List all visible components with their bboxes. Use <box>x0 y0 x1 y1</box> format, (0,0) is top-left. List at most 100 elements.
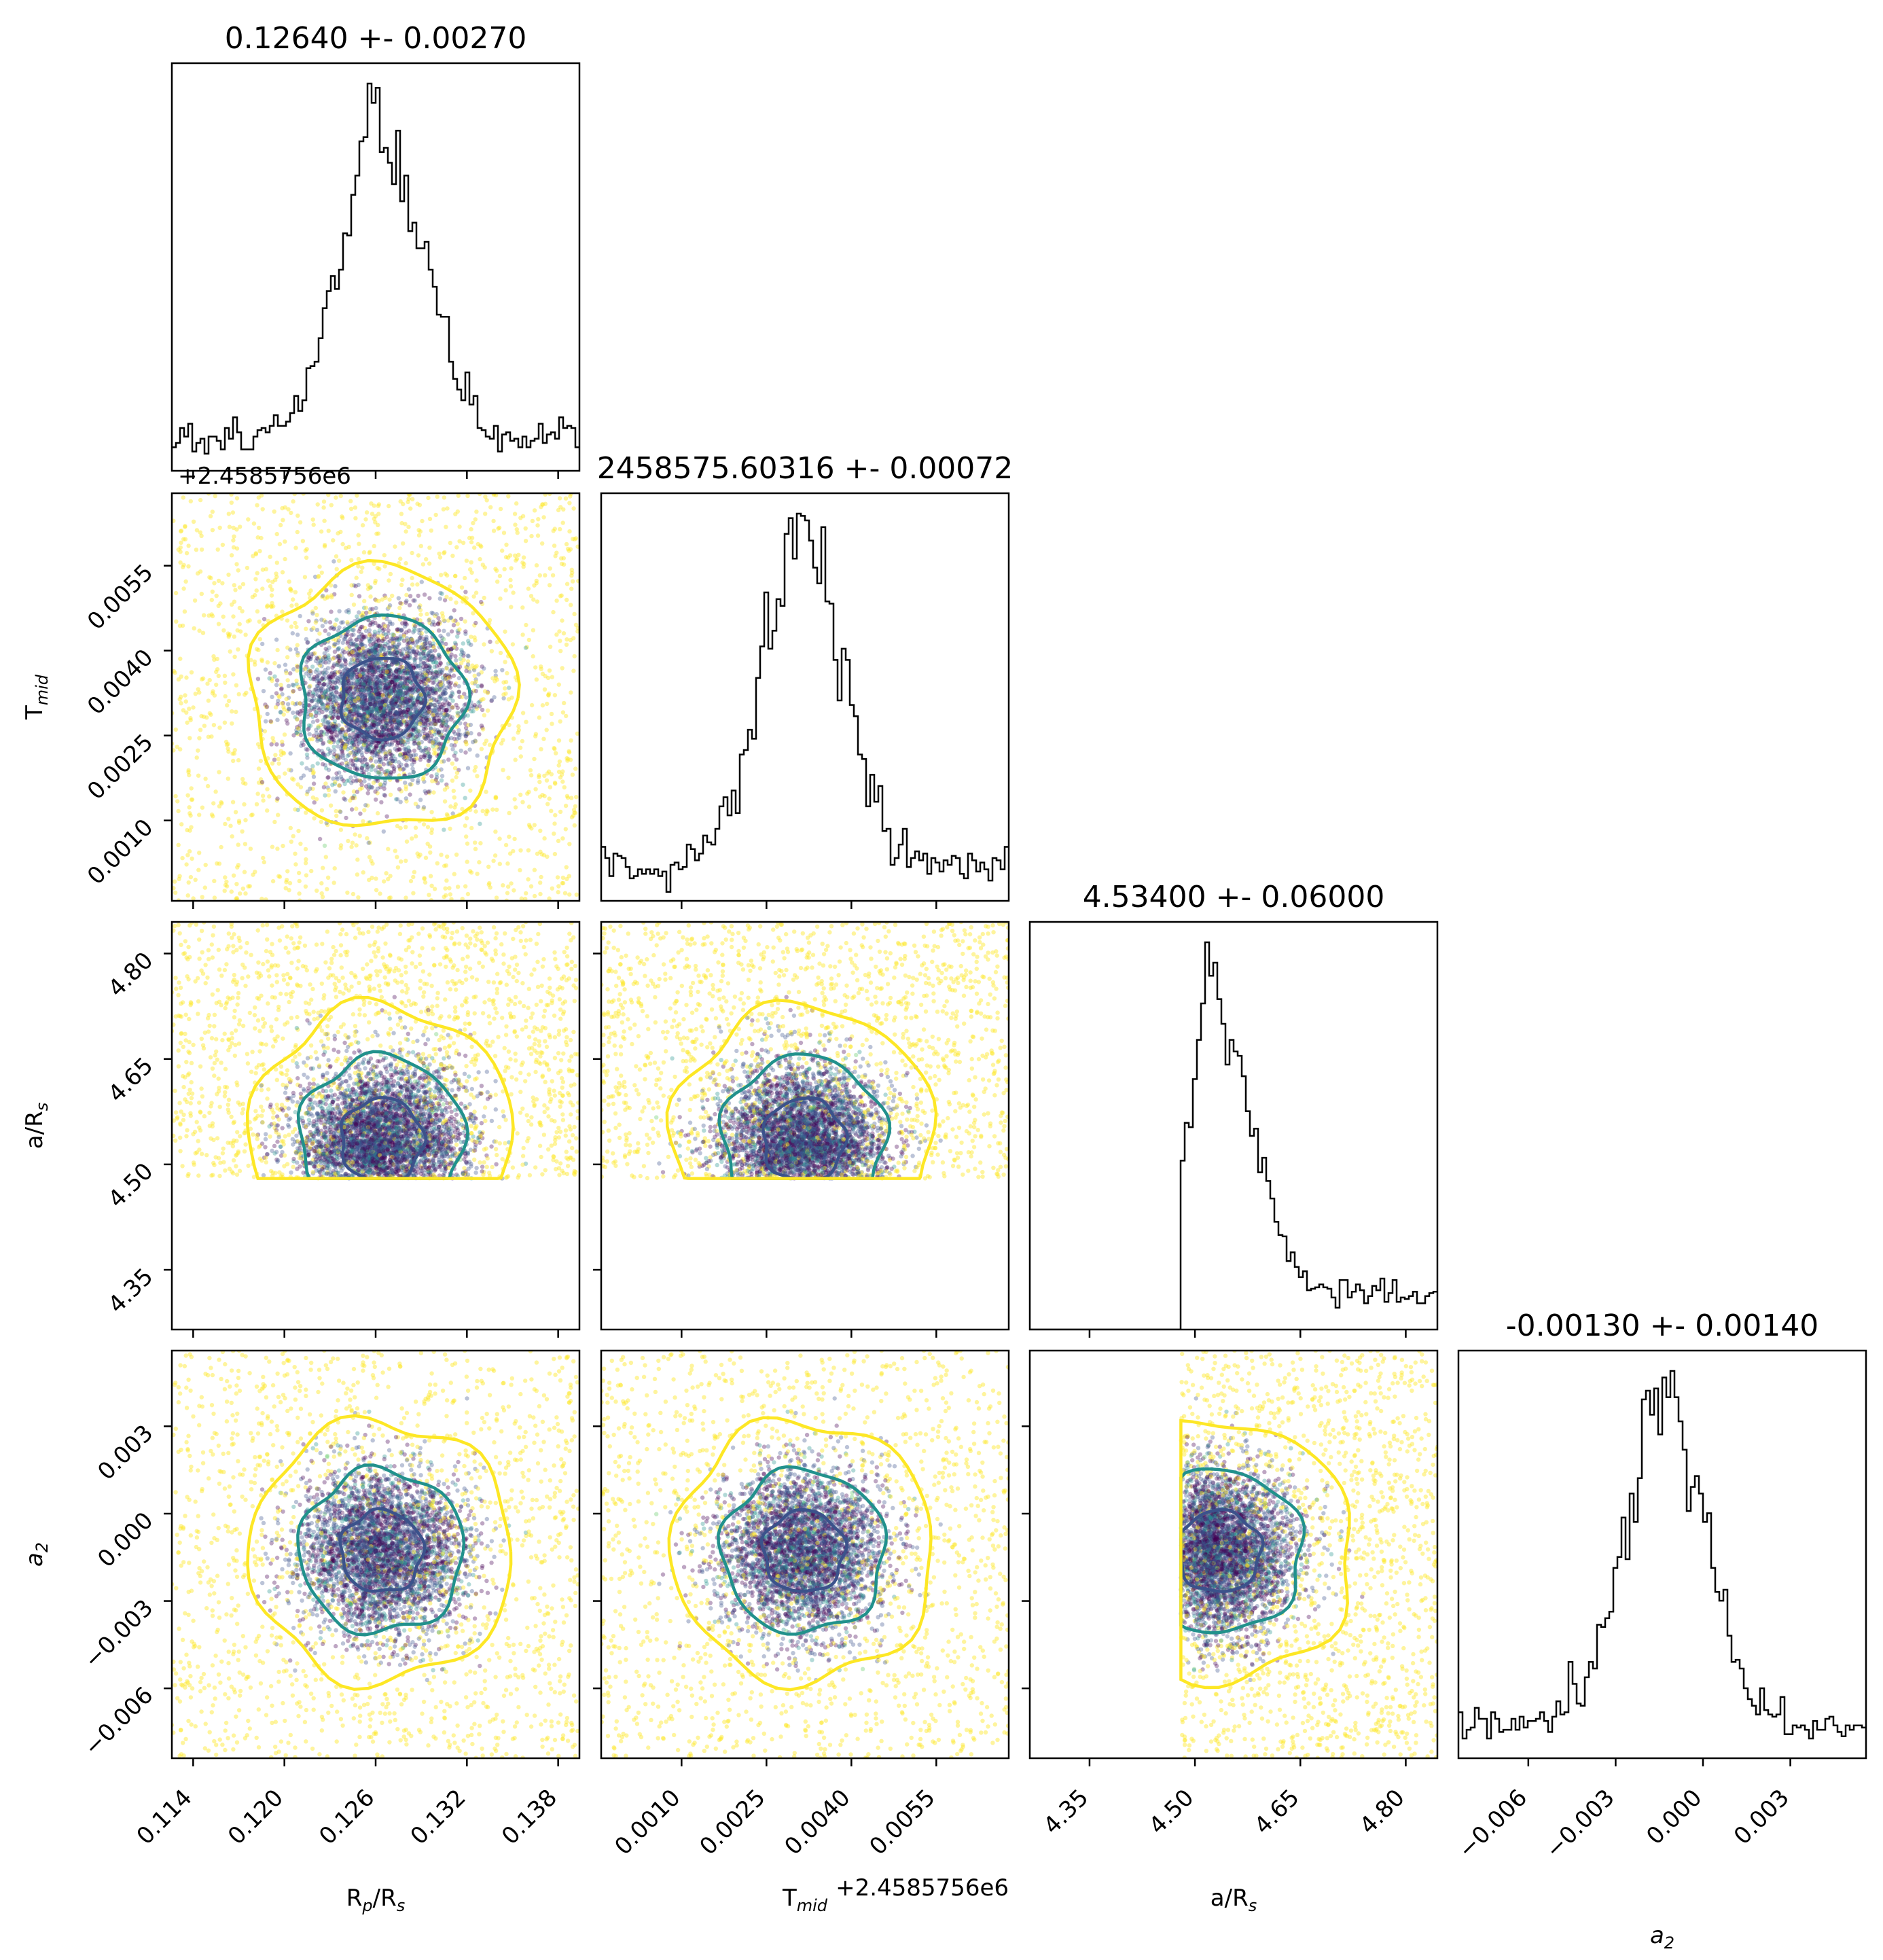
sample-point <box>426 663 431 668</box>
sample-point <box>453 573 458 579</box>
sample-point <box>223 680 228 685</box>
sample-point <box>551 609 556 615</box>
sample-point <box>454 774 459 780</box>
sample-point <box>361 655 365 660</box>
sample-point <box>382 673 387 677</box>
sample-point <box>315 734 319 740</box>
sample-point <box>372 682 377 688</box>
sample-point <box>382 708 387 713</box>
sample-point <box>311 677 316 681</box>
sample-point <box>538 891 543 897</box>
sample-point <box>404 839 410 844</box>
sample-point <box>552 781 558 785</box>
sample-point <box>356 533 361 538</box>
sample-point <box>223 875 228 880</box>
sample-point <box>308 588 313 593</box>
sample-point <box>310 609 315 614</box>
sample-point <box>387 743 391 747</box>
sample-point <box>501 883 505 888</box>
sample-point <box>534 677 539 682</box>
sample-point <box>176 677 181 682</box>
sample-point <box>367 609 372 615</box>
sample-point <box>564 642 569 647</box>
sample-point <box>312 574 318 580</box>
sample-point <box>443 886 448 891</box>
sample-point <box>347 733 352 738</box>
sample-point <box>356 692 361 698</box>
sample-point <box>373 649 378 654</box>
sample-point <box>178 529 183 534</box>
sample-point <box>380 700 385 706</box>
sample-point <box>434 660 439 665</box>
sample-point <box>422 734 427 739</box>
sample-point <box>334 685 339 690</box>
sample-point <box>433 671 438 675</box>
sample-point <box>181 708 186 713</box>
sample-point <box>191 519 196 524</box>
sample-point <box>375 684 380 689</box>
sample-point <box>341 790 346 795</box>
sample-point <box>364 743 370 748</box>
sample-point <box>374 639 378 645</box>
sample-point <box>480 563 485 567</box>
sample-point <box>395 667 400 672</box>
sample-point <box>338 656 342 660</box>
sample-point <box>349 685 354 690</box>
sample-point <box>299 743 304 748</box>
sample-point <box>255 503 259 507</box>
sample-point <box>397 605 402 610</box>
sample-point <box>552 745 556 751</box>
sample-point <box>444 685 449 690</box>
sample-point <box>360 685 365 690</box>
sample-point <box>455 713 460 718</box>
sample-point <box>298 701 303 706</box>
sample-point <box>361 819 365 824</box>
sample-point <box>473 665 478 670</box>
sample-point <box>344 742 350 747</box>
sample-point <box>320 895 325 899</box>
sample-point <box>448 669 453 673</box>
sample-point <box>419 580 424 584</box>
sample-point <box>428 874 433 878</box>
sample-point <box>478 841 483 846</box>
sample-point <box>512 512 518 516</box>
sample-point <box>298 613 302 619</box>
sample-point <box>361 550 367 555</box>
sample-point <box>435 861 440 866</box>
sample-point <box>340 664 344 669</box>
sample-point <box>549 711 554 717</box>
sample-point <box>300 708 304 713</box>
sample-point <box>372 749 377 754</box>
sample-point <box>345 890 350 895</box>
sample-point <box>322 651 327 656</box>
sample-point <box>232 654 237 659</box>
sample-point <box>390 632 395 637</box>
sample-point <box>383 595 388 600</box>
sample-point <box>520 605 525 610</box>
sample-point <box>445 506 450 511</box>
sample-point <box>389 699 393 704</box>
sample-point <box>528 884 534 889</box>
sample-point <box>380 700 385 706</box>
sample-point <box>392 645 397 649</box>
sample-point <box>315 761 320 766</box>
sample-point <box>564 876 569 882</box>
sample-point <box>381 829 386 834</box>
sample-point <box>337 738 342 743</box>
sample-point <box>357 594 362 599</box>
sample-point <box>415 673 420 678</box>
sample-point <box>469 870 474 875</box>
sample-point <box>361 713 365 717</box>
sample-point <box>332 642 337 647</box>
sample-point <box>440 691 445 696</box>
sample-point <box>247 884 252 889</box>
sample-point <box>360 642 365 647</box>
sample-point <box>265 660 270 665</box>
sample-point <box>344 815 348 821</box>
sample-point <box>342 637 346 642</box>
sample-point <box>363 683 367 688</box>
sample-point <box>469 709 474 714</box>
sample-point <box>425 683 429 688</box>
sample-point <box>315 613 319 618</box>
sample-point <box>426 684 431 690</box>
